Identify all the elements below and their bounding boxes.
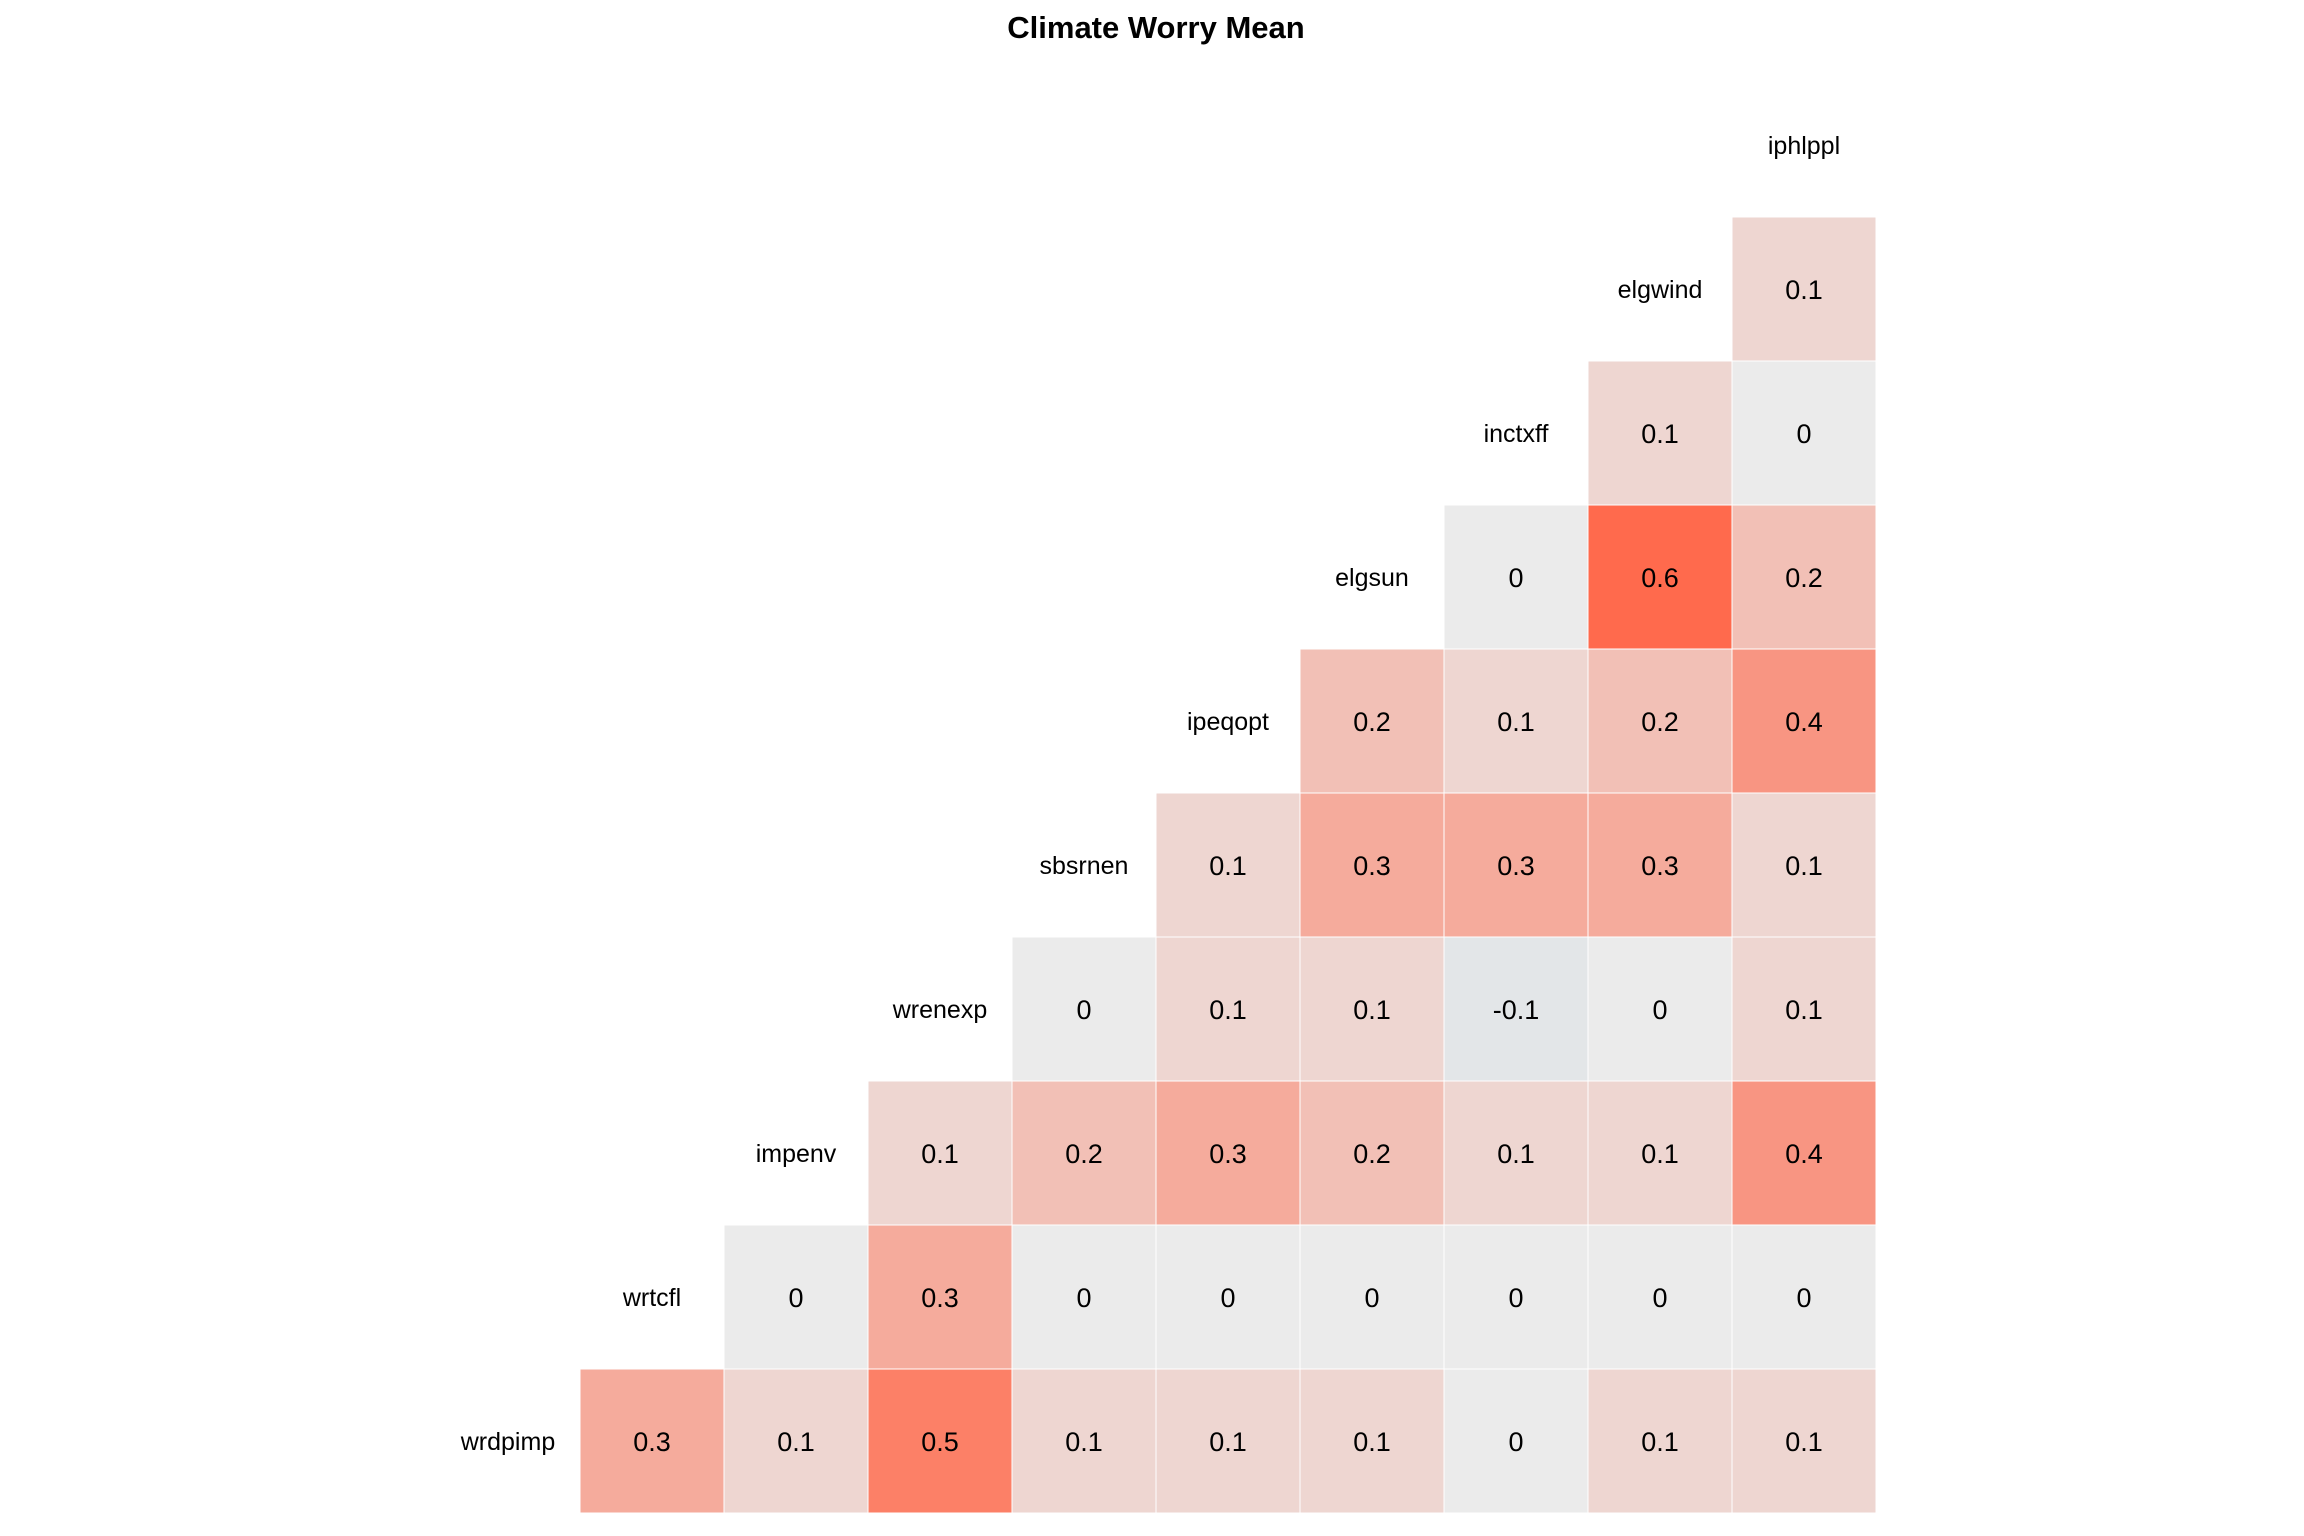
heatmap-cell	[1731, 648, 1877, 794]
cell-value-label: 0.1	[1641, 419, 1679, 449]
cell-value-label: 0.1	[921, 1139, 959, 1169]
heatmap-cell	[1299, 1368, 1445, 1514]
cell-value-label: 0.6	[1641, 563, 1679, 593]
heatmap-cell	[723, 1224, 869, 1370]
row-label-wrenexp: wrenexp	[892, 996, 988, 1024]
heatmap-cell	[1731, 360, 1877, 506]
cell-value-label: 0	[1508, 1283, 1523, 1313]
cell-value-label: 0.1	[1785, 1427, 1823, 1457]
cell-value-label: 0.1	[1209, 1427, 1247, 1457]
cell-value-label: 0.1	[1497, 1139, 1535, 1169]
heatmap-cell	[1443, 648, 1589, 794]
row-label-iphlppl: iphlppl	[1768, 132, 1840, 160]
heatmap-cell	[1011, 1224, 1157, 1370]
cell-value-label: 0.2	[1353, 1139, 1391, 1169]
heatmap-cell	[579, 1368, 725, 1514]
cell-value-label: 0.2	[1641, 707, 1679, 737]
cell-value-label: 0	[1652, 1283, 1667, 1313]
cell-value-label: 0.1	[1209, 851, 1247, 881]
cell-value-label: 0	[1076, 995, 1091, 1025]
cell-value-label: 0	[1796, 1283, 1811, 1313]
cell-value-label: 0.1	[1065, 1427, 1103, 1457]
cell-value-label: 0.3	[1497, 851, 1535, 881]
heatmap-cell	[1731, 216, 1877, 362]
cell-value-label: 0.3	[921, 1283, 959, 1313]
cell-value-label: -0.1	[1493, 995, 1540, 1025]
heatmap-cell	[1587, 360, 1733, 506]
heatmap-cell	[1587, 648, 1733, 794]
heatmap-cell	[723, 1368, 869, 1514]
heatmap-cell	[1731, 1080, 1877, 1226]
cell-value-label: 0.1	[1353, 1427, 1391, 1457]
cell-value-label: 0.1	[1785, 275, 1823, 305]
heatmap-cell	[1299, 936, 1445, 1082]
cell-value-label: 0.1	[1641, 1139, 1679, 1169]
cell-value-label: 0.4	[1785, 707, 1823, 737]
cell-value-label: 0.1	[777, 1427, 815, 1457]
cell-value-label: 0.1	[1497, 707, 1535, 737]
heatmap-cell	[1155, 1224, 1301, 1370]
row-label-wrtcfl: wrtcfl	[622, 1284, 681, 1312]
cell-value-label: 0	[1364, 1283, 1379, 1313]
cell-value-label: 0	[1652, 995, 1667, 1025]
cell-value-label: 0.1	[1353, 995, 1391, 1025]
heatmap-cell	[1443, 1368, 1589, 1514]
cell-value-label: 0	[1508, 1427, 1523, 1457]
heatmap-cell	[1011, 1080, 1157, 1226]
cell-value-label: 0.1	[1785, 995, 1823, 1025]
row-label-wrdpimp: wrdpimp	[460, 1428, 555, 1456]
heatmap-cell	[1587, 504, 1733, 650]
heatmap-cell	[1731, 936, 1877, 1082]
row-label-elgsun: elgsun	[1335, 564, 1409, 592]
heatmap-cell	[1587, 1224, 1733, 1370]
cell-value-label: 0.2	[1785, 563, 1823, 593]
cell-value-label: 0.4	[1785, 1139, 1823, 1169]
heatmap-cell	[1299, 1080, 1445, 1226]
row-label-elgwind: elgwind	[1618, 276, 1703, 304]
heatmap-cell	[1731, 1224, 1877, 1370]
heatmap-cell	[1011, 936, 1157, 1082]
heatmap-cell	[1587, 936, 1733, 1082]
cell-value-label: 0.1	[1641, 1427, 1679, 1457]
heatmap-cell	[1443, 1224, 1589, 1370]
heatmap-cell	[1587, 792, 1733, 938]
heatmap-cell	[1155, 1368, 1301, 1514]
chart-title: Climate Worry Mean	[1007, 10, 1304, 45]
cell-value-label: 0.2	[1065, 1139, 1103, 1169]
cell-value-label: 0.1	[1209, 995, 1247, 1025]
heatmap-cell	[1011, 1368, 1157, 1514]
cell-value-label: 0.2	[1353, 707, 1391, 737]
cell-value-label: 0	[788, 1283, 803, 1313]
heatmap-cell	[1731, 792, 1877, 938]
cell-value-label: 0.3	[1209, 1139, 1247, 1169]
cell-value-label: 0.3	[1353, 851, 1391, 881]
heatmap-cell	[1155, 792, 1301, 938]
cell-value-label: 0.5	[921, 1427, 959, 1457]
heatmap-cell	[1731, 504, 1877, 650]
row-label-sbsrnen: sbsrnen	[1040, 852, 1129, 880]
heatmap-cell	[1155, 1080, 1301, 1226]
heatmap-cell	[1443, 936, 1589, 1082]
heatmap-cell	[1587, 1080, 1733, 1226]
heatmap-cell	[867, 1080, 1013, 1226]
heatmap-cell	[1443, 504, 1589, 650]
row-label-impenv: impenv	[756, 1140, 837, 1168]
cell-value-label: 0.3	[633, 1427, 671, 1457]
row-label-inctxff: inctxff	[1484, 420, 1549, 448]
cell-value-label: 0	[1076, 1283, 1091, 1313]
cell-value-label: 0.1	[1785, 851, 1823, 881]
cell-value-label: 0	[1508, 563, 1523, 593]
heatmap-cell	[1299, 648, 1445, 794]
cell-value-label: 0.3	[1641, 851, 1679, 881]
heatmap-cell	[1587, 1368, 1733, 1514]
heatmap-cells: 0.3 0.1 0.5 0.1 0.1 0.1 0 0.1 0.1 0 0.3 0 0 0 0 0 0 0.1 0.…	[579, 216, 1877, 1514]
cell-value-label: 0	[1220, 1283, 1235, 1313]
heatmap-cell	[1731, 1368, 1877, 1514]
variable-labels: wrdpimp wrtcfl impenv wrenexp sbsrnen ipeqopt…	[460, 132, 1840, 1456]
cell-value-label: 0	[1796, 419, 1811, 449]
row-label-ipeqopt: ipeqopt	[1187, 708, 1269, 736]
